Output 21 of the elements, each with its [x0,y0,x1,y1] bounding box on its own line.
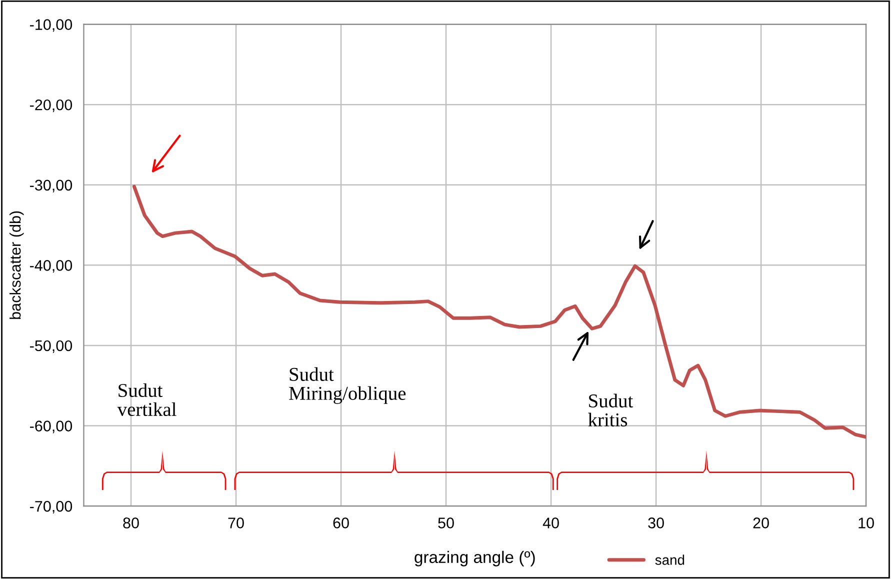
x-tick-label: 60 [333,518,349,528]
y-tick-label: -60,00 [30,420,72,434]
y-tick-label: -30,00 [30,180,72,192]
y-tick-label: -70,00 [30,500,72,514]
y-tick-label: -50,00 [30,340,72,353]
annotation: Sudut Miring/oblique [289,367,406,404]
x-tick-label: 50 [438,518,454,528]
y-tick-label: -40,00 [30,260,72,273]
x-tick-label: 20 [753,518,769,528]
y-axis-title: backscatter (db) [10,211,24,319]
y-tick-label: -10,00 [30,19,72,32]
annotation: Sudut kritis [588,394,634,426]
x-tick-label: 80 [123,518,139,528]
x-tick-label: 70 [228,518,244,528]
x-tick-label: 30 [648,518,664,528]
annotation: Sudut vertikal [117,383,176,416]
legend-label: sand [655,554,684,565]
x-tick-label: 40 [542,518,559,528]
y-tick-label: -20,00 [30,99,72,112]
x-axis-title: grazing angle (º) [414,550,535,566]
x-tick-label: 10 [858,518,874,528]
